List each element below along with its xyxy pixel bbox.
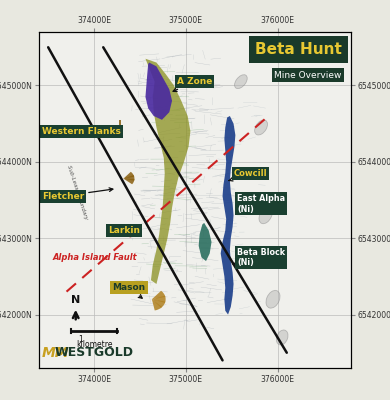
Wedge shape (152, 291, 165, 299)
Polygon shape (145, 59, 190, 284)
Wedge shape (123, 179, 135, 184)
Ellipse shape (266, 290, 280, 308)
Text: A Zone: A Zone (173, 77, 212, 92)
Polygon shape (145, 62, 172, 120)
Text: WESTGOLD: WESTGOLD (55, 346, 134, 359)
Text: kilometre: kilometre (76, 340, 112, 349)
Text: Western Flanks: Western Flanks (42, 127, 121, 136)
Text: Mine Overview: Mine Overview (274, 71, 342, 80)
Ellipse shape (234, 75, 247, 88)
Wedge shape (152, 299, 162, 310)
Polygon shape (119, 120, 121, 135)
Text: East Alpha
(Ni): East Alpha (Ni) (237, 194, 285, 214)
Text: Alpha Island Fault: Alpha Island Fault (53, 253, 137, 262)
Polygon shape (199, 223, 211, 261)
Text: 1: 1 (78, 335, 83, 344)
Text: Sub-Lease Boundary: Sub-Lease Boundary (66, 164, 89, 220)
Text: Larkin: Larkin (108, 226, 140, 235)
Text: Cowcill: Cowcill (229, 169, 267, 181)
Text: Mason: Mason (112, 283, 145, 298)
Text: ΜΜ: ΜΜ (42, 346, 69, 360)
Wedge shape (123, 175, 135, 181)
Wedge shape (152, 296, 166, 303)
Wedge shape (123, 172, 134, 179)
Text: Beta Hunt: Beta Hunt (255, 42, 342, 57)
Ellipse shape (259, 207, 272, 224)
Text: N: N (71, 295, 80, 305)
Ellipse shape (277, 330, 288, 345)
Text: Fletcher: Fletcher (42, 188, 113, 201)
Wedge shape (152, 299, 165, 308)
Text: Beta Block
(Ni): Beta Block (Ni) (233, 248, 285, 267)
Ellipse shape (255, 120, 268, 135)
Polygon shape (221, 116, 236, 314)
